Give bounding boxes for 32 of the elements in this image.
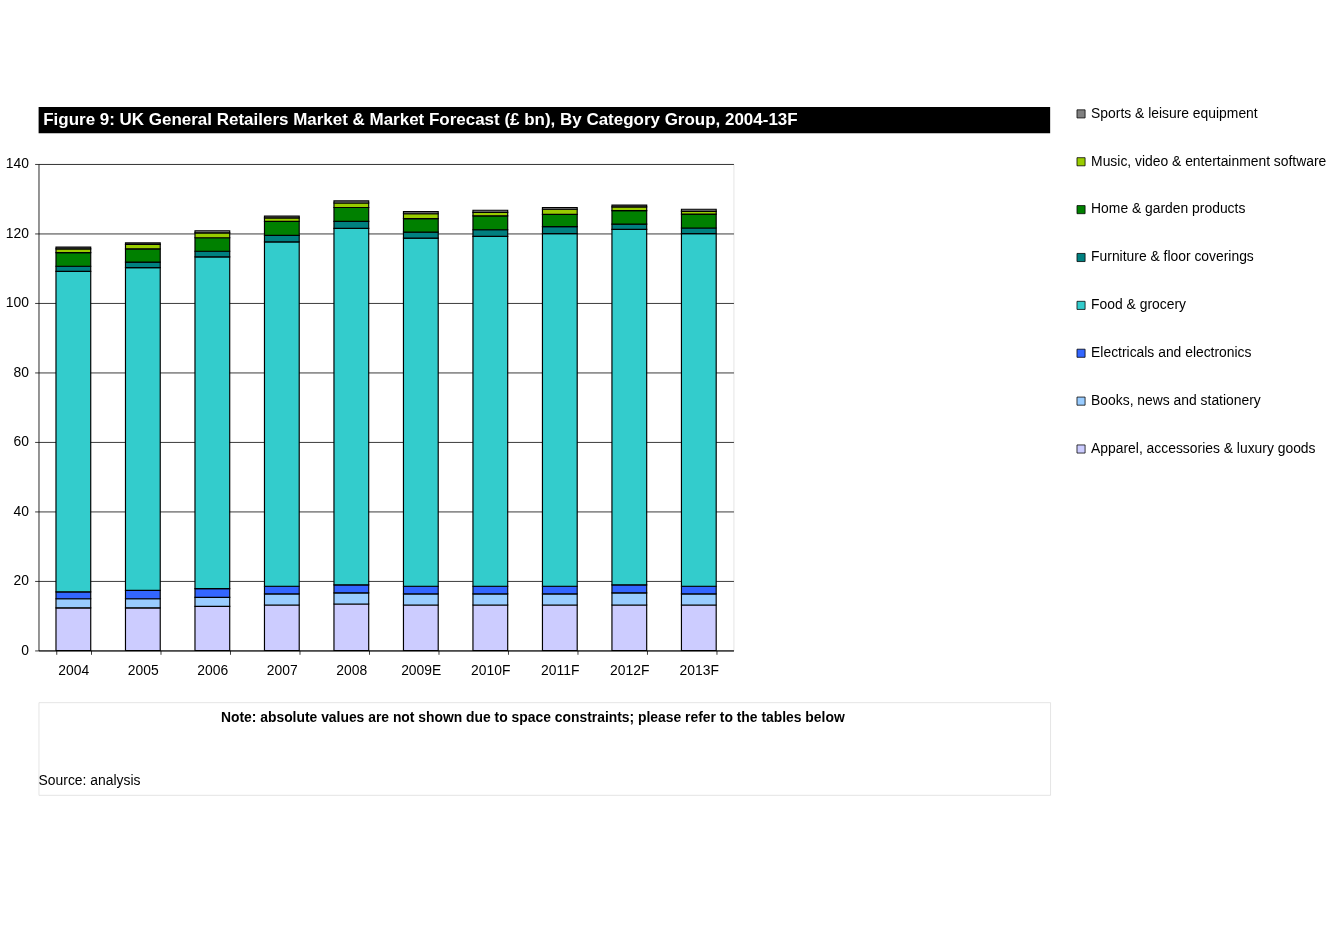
x-tick-label: 2004 (58, 661, 90, 678)
x-tick-label: 2010F (471, 661, 511, 678)
legend-label: Home & garden products (1091, 200, 1246, 217)
x-tick-label: 2012F (610, 661, 650, 678)
bar (402, 211, 439, 215)
x-tick-label: 2007 (266, 661, 298, 678)
y-tick-label: 0 (21, 641, 30, 658)
text: Note: absolute values are not shown due to space constraints; please refer to the tables below (220, 708, 845, 725)
legend-label: Furniture & floor coverings (1091, 248, 1254, 265)
legend-label: Music, video & entertainment software (1091, 152, 1327, 169)
legend-label: Books, news and stationery (1091, 391, 1261, 408)
x-tick-label: 2008 (336, 661, 368, 678)
y-tick-label: 20 (13, 572, 30, 589)
x-tick-label: 2011F (541, 661, 580, 678)
bar (333, 200, 370, 204)
legend-label: Food & grocery (1091, 296, 1186, 313)
x-tick-label: 2006 (197, 661, 229, 678)
y-tick-label: 80 (13, 363, 30, 380)
x-tick-label: 2013F (679, 661, 719, 678)
y-tick-label: 140 (5, 155, 30, 172)
bar (472, 209, 509, 213)
y-tick-label: 40 (13, 502, 30, 519)
legend-label: Apparel, accessories & luxury goods (1091, 439, 1316, 456)
y-tick-label: 120 (5, 224, 30, 241)
chart-title: Figure 9: UK General Retailers Market & Market Forecast (£ bn), By Category Group, 2004-13F (43, 110, 798, 130)
source-note: Source: analysis (38, 771, 141, 788)
y-tick-label: 100 (5, 294, 30, 311)
x-tick-label: 2009E (401, 661, 442, 678)
y-tick-label: 60 (13, 433, 30, 450)
x-tick-label: 2005 (127, 661, 159, 678)
legend-label: Sports & leisure equipment (1091, 104, 1258, 121)
legend-label: Electricals and electronics (1091, 344, 1252, 361)
